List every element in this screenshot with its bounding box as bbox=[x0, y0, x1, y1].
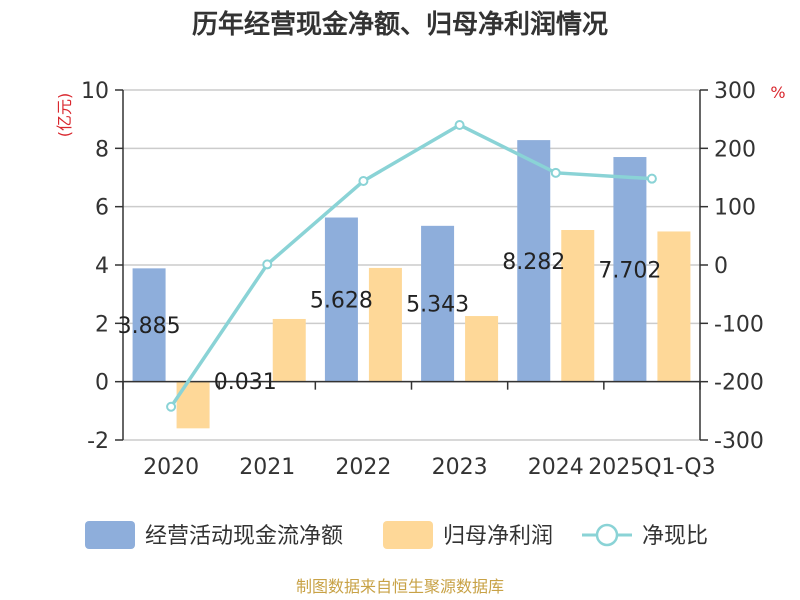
ratio-point bbox=[550, 167, 561, 178]
legend-item-operating-cash[interactable]: 经营活动现金流净额 bbox=[85, 521, 343, 549]
ratio-point bbox=[646, 173, 657, 184]
bar-operating-cash bbox=[324, 217, 358, 382]
left-tick-label: 10 bbox=[81, 79, 109, 104]
right-tick-label: 0 bbox=[714, 254, 728, 279]
legend-label-operating-cash: 经营活动现金流净额 bbox=[145, 524, 343, 549]
x-tick-label: 2025Q1-Q3 bbox=[588, 455, 715, 480]
left-tick-label: 0 bbox=[95, 371, 109, 396]
axes bbox=[122, 90, 701, 440]
footer-source: 制图数据来自恒生聚源数据库 bbox=[296, 577, 504, 596]
bar-net-profit bbox=[465, 316, 499, 382]
bar-data-labels: 3.885 0.031 5.628 5.343 8.282 7.702 bbox=[118, 250, 662, 395]
left-tick-label: 4 bbox=[95, 254, 109, 279]
bar-value-label: 3.885 bbox=[118, 314, 181, 339]
bar-net-profit bbox=[561, 230, 595, 382]
ratio-point bbox=[166, 401, 177, 412]
x-axis: 2020 2021 2022 2023 2024 2025Q1-Q3 bbox=[143, 455, 716, 480]
legend: 经营活动现金流净额 归母净利润 净现比 bbox=[85, 521, 708, 549]
bar-net-profit bbox=[272, 318, 306, 382]
ratio-line-path bbox=[169, 123, 653, 408]
bars bbox=[132, 140, 691, 429]
right-tick-label: 300 bbox=[714, 79, 756, 104]
bar-value-label: 5.343 bbox=[406, 293, 469, 318]
ratio-point bbox=[358, 176, 369, 186]
legend-label-net-profit: 归母净利润 bbox=[443, 524, 553, 549]
left-tick-label: 6 bbox=[95, 196, 109, 221]
bar-value-label: 5.628 bbox=[310, 289, 373, 314]
bar-operating-cash bbox=[132, 268, 166, 382]
legend-swatch-operating-cash bbox=[85, 521, 135, 549]
bar-net-profit bbox=[368, 267, 402, 382]
ratio-point bbox=[262, 259, 273, 270]
left-axis: 10 8 6 4 2 0 -2 bbox=[81, 79, 123, 454]
x-tick-label: 2023 bbox=[432, 455, 488, 480]
x-tick-label: 2020 bbox=[143, 455, 199, 480]
bar-net-profit bbox=[657, 231, 691, 382]
x-tick-label: 2024 bbox=[528, 455, 584, 480]
right-axis-unit: % bbox=[770, 83, 785, 102]
legend-label-cash-ratio: 净现比 bbox=[642, 524, 708, 549]
bar-operating-cash bbox=[421, 225, 455, 382]
right-tick-label: 100 bbox=[714, 196, 756, 221]
bar-operating-cash bbox=[517, 140, 551, 382]
legend-item-cash-ratio[interactable]: 净现比 bbox=[582, 523, 708, 549]
right-axis: 300 200 100 0 -100 -200 -300 bbox=[700, 79, 764, 454]
legend-swatch-net-profit bbox=[383, 521, 433, 549]
bar-value-label: 0.031 bbox=[214, 370, 277, 395]
bar-value-label: 7.702 bbox=[598, 258, 661, 283]
right-tick-label: 200 bbox=[714, 137, 756, 162]
bar-value-label: 8.282 bbox=[502, 250, 565, 275]
legend-swatch-cash-ratio-marker bbox=[595, 523, 619, 547]
left-axis-unit: (亿元) bbox=[55, 93, 74, 138]
bar-operating-cash bbox=[613, 157, 647, 382]
x-tick-label: 2022 bbox=[335, 455, 391, 480]
chart-title: 历年经营现金净额、归母净利润情况 bbox=[192, 9, 608, 40]
right-tick-label: -300 bbox=[714, 429, 764, 454]
left-tick-label: 8 bbox=[95, 137, 109, 162]
left-tick-label: -2 bbox=[87, 429, 109, 454]
ratio-point bbox=[454, 120, 465, 130]
right-tick-label: -100 bbox=[714, 312, 764, 337]
right-tick-label: -200 bbox=[714, 371, 764, 396]
ratio-line bbox=[166, 120, 657, 412]
legend-item-net-profit[interactable]: 归母净利润 bbox=[383, 521, 553, 549]
left-tick-label: 2 bbox=[95, 312, 109, 337]
x-tick-label: 2021 bbox=[239, 455, 295, 480]
